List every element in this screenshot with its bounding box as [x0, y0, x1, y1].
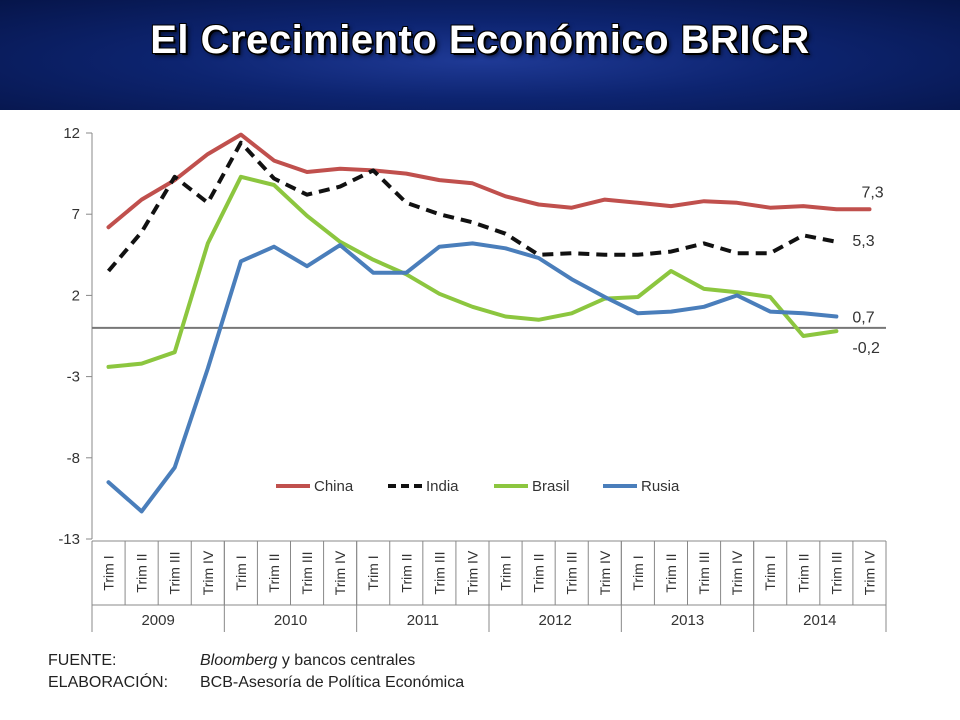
elaboration-text: BCB-Asesoría de Política Económica: [200, 674, 465, 691]
series-line-russia: [106, 241, 839, 514]
x-tick-label: Trim II: [134, 553, 150, 592]
x-tick-label: Trim II: [266, 553, 282, 592]
y-tick-label: 2: [72, 287, 80, 304]
year-label: 2014: [803, 612, 836, 629]
x-tick-label: Trim IV: [200, 550, 216, 595]
series-line-china: [106, 132, 872, 230]
legend-label: Rusia: [641, 478, 680, 495]
year-label: 2012: [538, 612, 571, 629]
source-label: FUENTE:: [48, 652, 117, 669]
series-end-label: 7,3: [861, 184, 883, 201]
x-tick-label: Trim II: [398, 553, 414, 592]
x-tick-label: Trim I: [630, 555, 646, 590]
x-tick-label: Trim III: [828, 551, 844, 594]
x-tick-label: Trim II: [663, 553, 679, 592]
y-tick-label: 12: [63, 125, 80, 142]
x-tick-label: Trim IV: [861, 550, 877, 595]
x-tick-label: Trim IV: [332, 550, 348, 595]
elaboration-label: ELABORACIÓN:: [48, 674, 169, 691]
slide-title: El Crecimiento Económico BRICR: [150, 18, 810, 62]
x-tick-label: Trim II: [531, 553, 547, 592]
series-end-label: -0,2: [852, 340, 880, 357]
y-tick-label: -3: [67, 369, 80, 386]
x-tick-label: Trim IV: [597, 550, 613, 595]
x-tick-label: Trim I: [498, 555, 514, 590]
x-tick-label: Trim I: [233, 555, 249, 590]
series-end-label: 5,3: [852, 233, 874, 250]
x-tick-label: Trim I: [365, 555, 381, 590]
x-tick-label: Trim IV: [464, 550, 480, 595]
x-tick-label: Trim III: [696, 551, 712, 594]
year-label: 2010: [274, 612, 307, 629]
x-tick-label: Trim III: [299, 551, 315, 594]
x-tick-label: Trim III: [431, 551, 447, 594]
x-tick-label: Trim III: [564, 551, 580, 594]
year-label: 2011: [407, 612, 439, 629]
y-tick-label: -13: [58, 531, 80, 548]
elaboration-row: ELABORACIÓN: BCB-Asesoría de Política Ec…: [48, 674, 464, 696]
chart-footer: FUENTE: Bloomberg y bancos centrales ELA…: [48, 652, 464, 696]
legend-label: China: [314, 478, 354, 495]
year-label: 2013: [671, 612, 704, 629]
y-tick-label: 7: [72, 206, 80, 223]
x-tick-label: Trim I: [762, 555, 778, 590]
x-tick-label: Trim IV: [729, 550, 745, 595]
series-line-india: [106, 140, 837, 273]
x-tick-label: Trim II: [795, 553, 811, 592]
source-text: y bancos centrales: [277, 652, 416, 669]
year-label: 2009: [141, 612, 174, 629]
series-line-brasil: [106, 174, 839, 369]
source-row: FUENTE: Bloomberg y bancos centrales: [48, 652, 464, 674]
x-tick-label: Trim III: [167, 551, 183, 594]
legend-label: India: [426, 478, 459, 495]
title-banner: El Crecimiento Económico BRICR: [0, 0, 960, 110]
x-tick-label: Trim I: [101, 555, 117, 590]
series-end-label: 0,7: [852, 310, 874, 327]
source-italic: Bloomberg: [200, 652, 278, 669]
legend-label: Brasil: [532, 478, 570, 495]
y-tick-label: -8: [67, 450, 80, 467]
gdp-growth-chart: 12 7 2 -3 -8 -13 Trim I Trim II Trim III Trim IV T…: [58, 125, 887, 632]
